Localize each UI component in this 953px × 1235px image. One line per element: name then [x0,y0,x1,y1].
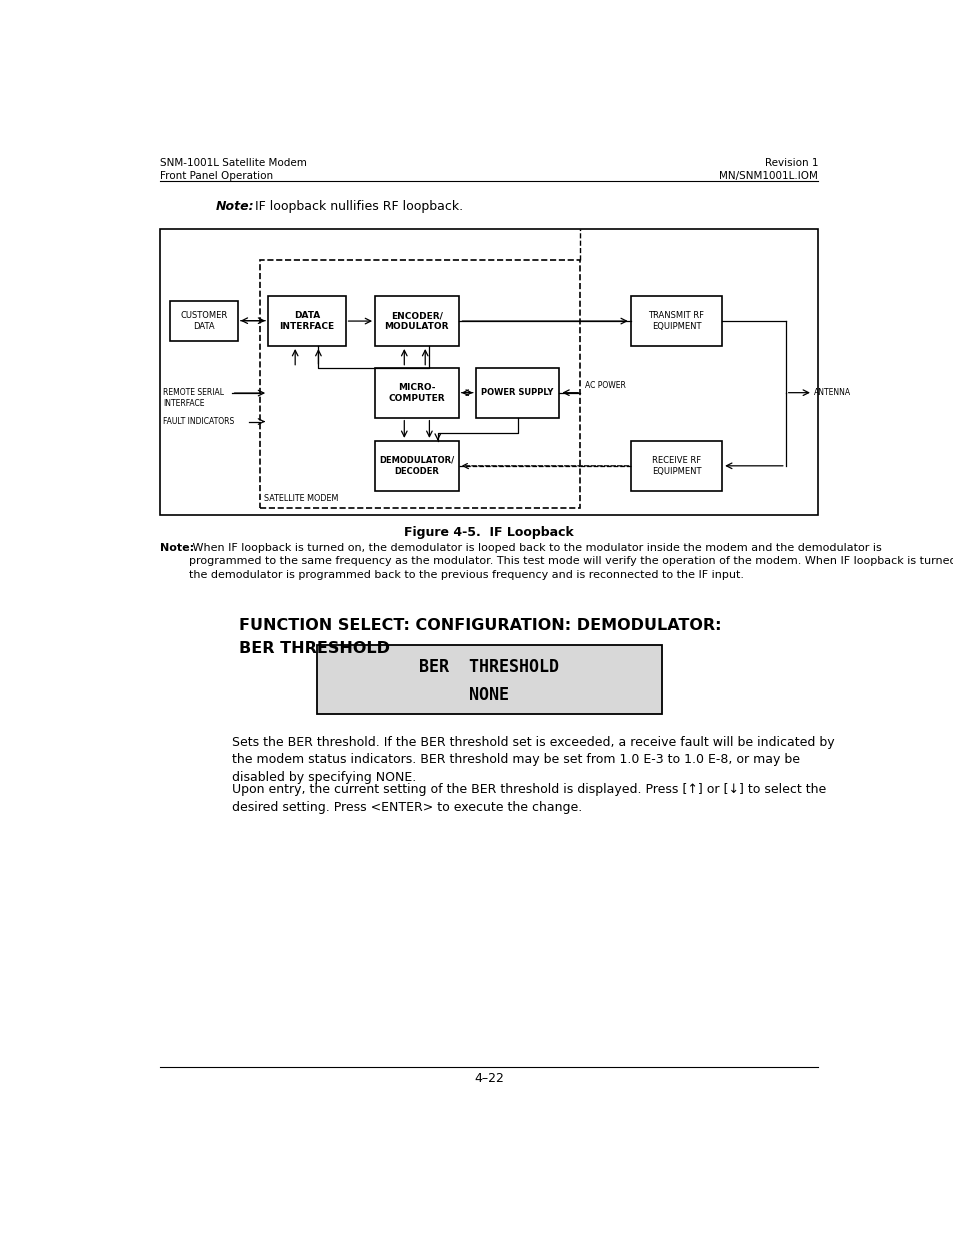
Text: Revision 1: Revision 1 [764,158,818,168]
Text: MN/SNM1001L.IOM: MN/SNM1001L.IOM [719,172,818,182]
Text: RECEIVE RF
EQUIPMENT: RECEIVE RF EQUIPMENT [651,456,700,475]
Text: CUSTOMER
DATA: CUSTOMER DATA [180,311,227,331]
Text: BER THRESHOLD: BER THRESHOLD [239,641,390,656]
Text: SATELLITE MODEM: SATELLITE MODEM [264,494,338,503]
Text: SNM-1001L Satellite Modem: SNM-1001L Satellite Modem [159,158,306,168]
Text: TRANSMIT RF
EQUIPMENT: TRANSMIT RF EQUIPMENT [648,311,703,331]
Bar [476,368,558,417]
Text: BER  THRESHOLD: BER THRESHOLD [419,658,558,676]
Text: DEMODULATOR/
DECODER: DEMODULATOR/ DECODER [379,456,454,475]
Text: Sets the BER threshold. If the BER threshold set is exceeded, a receive fault wi: Sets the BER threshold. If the BER thres… [232,736,833,784]
Text: Upon entry, the current setting of the BER threshold is displayed. Press [↑] or : Upon entry, the current setting of the B… [232,783,825,814]
Text: POWER SUPPLY: POWER SUPPLY [481,388,553,398]
Text: REMOTE SERIAL
INTERFACE: REMOTE SERIAL INTERFACE [163,389,224,408]
Text: MICRO-
COMPUTER: MICRO- COMPUTER [388,383,445,403]
Bar [375,441,458,490]
Text: AC POWER: AC POWER [584,380,625,389]
Text: ANTENNA: ANTENNA [814,388,851,398]
Text: DATA
INTERFACE: DATA INTERFACE [279,311,334,331]
Text: FUNCTION SELECT: CONFIGURATION: DEMODULATOR:: FUNCTION SELECT: CONFIGURATION: DEMODULA… [239,618,721,632]
Bar [170,300,237,341]
Text: Front Panel Operation: Front Panel Operation [159,172,273,182]
Text: ENCODER/
MODULATOR: ENCODER/ MODULATOR [384,311,449,331]
Text: FAULT INDICATORS: FAULT INDICATORS [163,417,234,426]
Bar [268,296,345,346]
Bar [375,296,458,346]
Text: 4–22: 4–22 [474,1072,503,1086]
Bar [316,645,661,714]
Text: Note:: Note: [159,543,193,553]
Text: NONE: NONE [469,685,509,704]
Text: Note:: Note: [216,200,254,212]
Text: IF loopback nullifies RF loopback.: IF loopback nullifies RF loopback. [251,200,462,212]
Bar [375,368,458,417]
Bar [260,259,579,508]
Text: Figure 4-5.  IF Loopback: Figure 4-5. IF Loopback [404,526,573,540]
Bar [630,441,721,490]
Bar [159,228,818,515]
Bar [630,296,721,346]
Text: When IF loopback is turned on, the demodulator is looped back to the modulator i: When IF loopback is turned on, the demod… [189,543,953,579]
